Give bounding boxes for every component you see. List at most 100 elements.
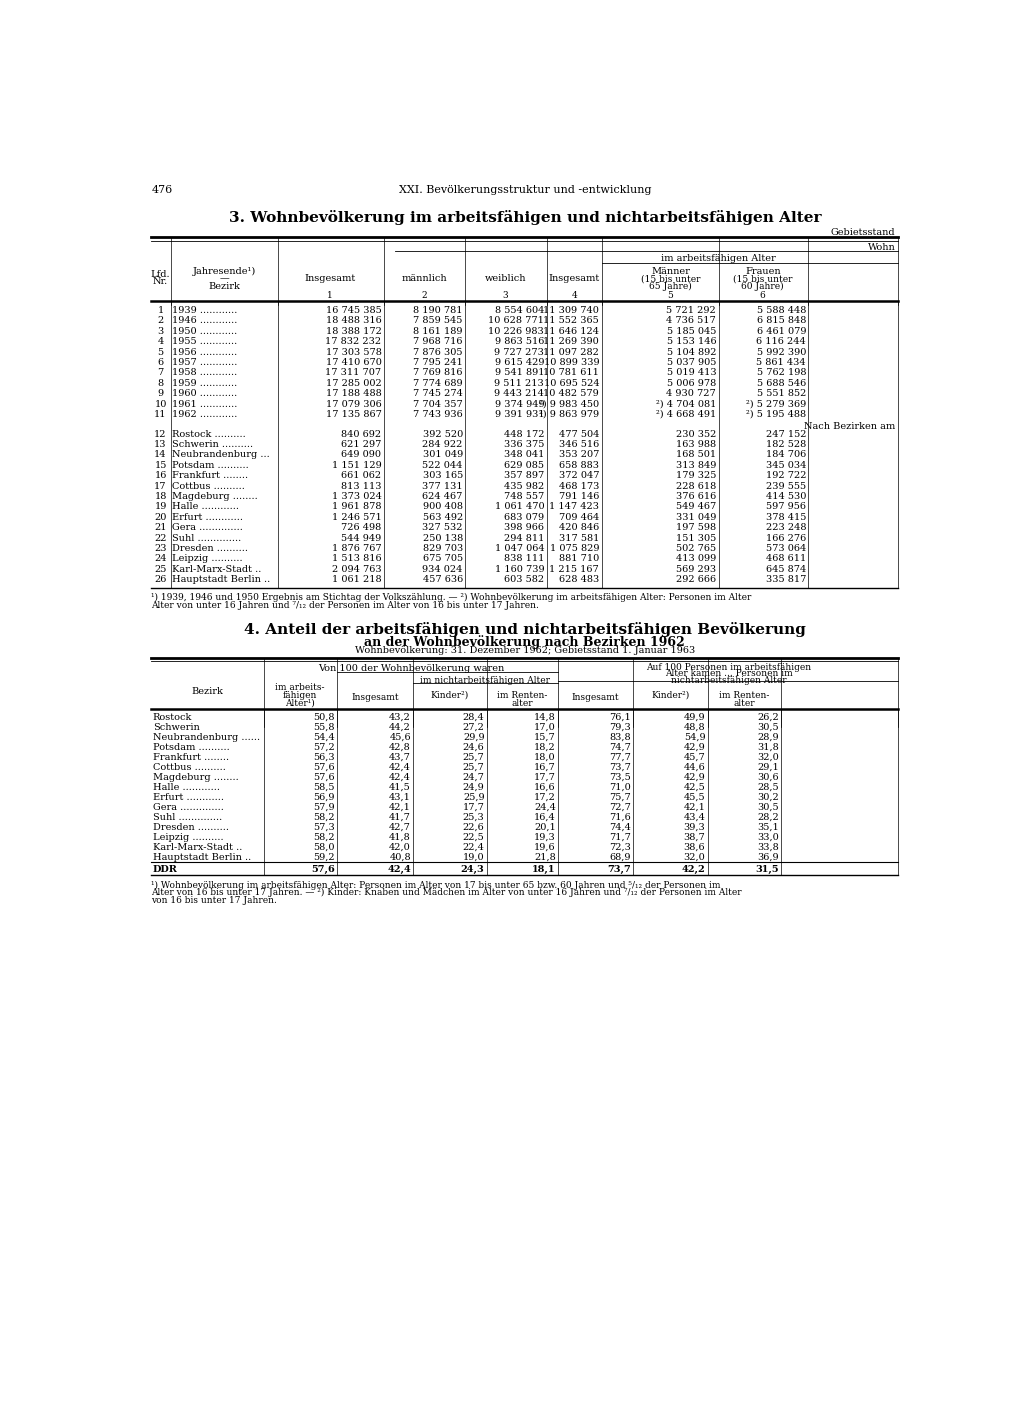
- Text: 1946 ............: 1946 ............: [172, 317, 238, 325]
- Text: 56,3: 56,3: [313, 752, 335, 762]
- Text: 45,5: 45,5: [684, 793, 706, 802]
- Text: 57,6: 57,6: [313, 772, 335, 782]
- Text: 24,6: 24,6: [463, 742, 484, 752]
- Text: 228 618: 228 618: [676, 482, 716, 491]
- Text: 76,1: 76,1: [609, 713, 631, 721]
- Text: 726 498: 726 498: [341, 523, 381, 532]
- Text: 9 511 213: 9 511 213: [495, 379, 544, 387]
- Text: 16,7: 16,7: [535, 762, 556, 772]
- Text: weiblich: weiblich: [484, 274, 526, 283]
- Text: Kinder²): Kinder²): [430, 691, 469, 700]
- Text: ²) 5 195 488: ²) 5 195 488: [746, 410, 806, 419]
- Text: 42,0: 42,0: [389, 843, 411, 851]
- Text: 1 061 218: 1 061 218: [332, 575, 381, 584]
- Text: —: —: [219, 274, 229, 283]
- Text: 11 552 365: 11 552 365: [544, 317, 599, 325]
- Text: 14: 14: [155, 450, 167, 460]
- Text: 17,7: 17,7: [534, 772, 556, 782]
- Text: Schwerin: Schwerin: [153, 723, 200, 731]
- Text: 8 554 604: 8 554 604: [495, 305, 544, 315]
- Text: 317 581: 317 581: [559, 533, 599, 543]
- Text: 457 636: 457 636: [423, 575, 463, 584]
- Text: 43,2: 43,2: [389, 713, 411, 721]
- Text: 5 185 045: 5 185 045: [667, 327, 716, 335]
- Text: Nr.: Nr.: [153, 277, 168, 287]
- Text: 28,9: 28,9: [758, 732, 779, 741]
- Text: 376 616: 376 616: [676, 492, 716, 501]
- Text: 14,8: 14,8: [535, 713, 556, 721]
- Text: Alter kamen ... Personen im: Alter kamen ... Personen im: [665, 669, 793, 679]
- Text: 58,0: 58,0: [313, 843, 335, 851]
- Text: 420 846: 420 846: [559, 523, 599, 532]
- Text: 1 061 470: 1 061 470: [495, 502, 544, 512]
- Text: Wohnbevölkerung: 31. Dezember 1962; Gebietsstand 1. Januar 1963: Wohnbevölkerung: 31. Dezember 1962; Gebi…: [354, 646, 695, 655]
- Text: 41,5: 41,5: [389, 782, 411, 792]
- Text: 1956 ............: 1956 ............: [172, 348, 238, 356]
- Text: 48,8: 48,8: [684, 723, 706, 731]
- Text: Leipzig ..........: Leipzig ..........: [172, 554, 243, 563]
- Text: 29,1: 29,1: [758, 762, 779, 772]
- Text: 16 745 385: 16 745 385: [326, 305, 381, 315]
- Text: im arbeits-: im arbeits-: [275, 683, 325, 693]
- Text: 4: 4: [571, 291, 578, 300]
- Text: Dresden ..........: Dresden ..........: [153, 823, 228, 831]
- Text: 12: 12: [155, 430, 167, 438]
- Text: 17 079 306: 17 079 306: [326, 400, 381, 409]
- Text: 31,5: 31,5: [756, 865, 779, 874]
- Text: 57,2: 57,2: [313, 742, 335, 752]
- Text: 33,8: 33,8: [758, 843, 779, 851]
- Text: 1939 ............: 1939 ............: [172, 305, 238, 315]
- Text: 33,0: 33,0: [758, 833, 779, 841]
- Text: 7 774 689: 7 774 689: [413, 379, 463, 387]
- Text: 24: 24: [155, 554, 167, 563]
- Text: 563 492: 563 492: [423, 513, 463, 522]
- Text: 1962 ............: 1962 ............: [172, 410, 238, 419]
- Text: 1960 ............: 1960 ............: [172, 389, 238, 399]
- Text: 6: 6: [760, 291, 766, 300]
- Text: 5 153 146: 5 153 146: [667, 337, 716, 346]
- Text: 829 703: 829 703: [423, 544, 463, 553]
- Text: 7 876 305: 7 876 305: [414, 348, 463, 356]
- Text: Alter¹): Alter¹): [285, 699, 315, 707]
- Text: 1950 ............: 1950 ............: [172, 327, 238, 335]
- Text: 151 305: 151 305: [676, 533, 716, 543]
- Text: 71,7: 71,7: [609, 833, 631, 841]
- Text: 18: 18: [155, 492, 167, 501]
- Text: 28,5: 28,5: [758, 782, 779, 792]
- Text: Leipzig ..........: Leipzig ..........: [153, 833, 223, 841]
- Text: im Renten-: im Renten-: [498, 691, 548, 700]
- Text: 840 692: 840 692: [341, 430, 381, 438]
- Text: nichtarbeitsfähigen Alter: nichtarbeitsfähigen Alter: [671, 676, 786, 684]
- Text: Magdeburg ........: Magdeburg ........: [153, 772, 239, 782]
- Text: 17,7: 17,7: [463, 803, 484, 812]
- Text: 16,4: 16,4: [535, 813, 556, 822]
- Text: 335 817: 335 817: [766, 575, 806, 584]
- Text: 327 532: 327 532: [422, 523, 463, 532]
- Text: 247 152: 247 152: [766, 430, 806, 438]
- Text: 661 062: 661 062: [341, 471, 381, 481]
- Text: 74,7: 74,7: [609, 742, 631, 752]
- Text: 813 113: 813 113: [341, 482, 381, 491]
- Text: 31,8: 31,8: [758, 742, 779, 752]
- Text: 573 064: 573 064: [766, 544, 806, 553]
- Text: 83,8: 83,8: [609, 732, 631, 741]
- Text: 44,2: 44,2: [389, 723, 411, 731]
- Text: 30,2: 30,2: [758, 793, 779, 802]
- Text: Neubrandenburg ...: Neubrandenburg ...: [172, 450, 270, 460]
- Text: 43,7: 43,7: [389, 752, 411, 762]
- Text: 223 248: 223 248: [766, 523, 806, 532]
- Text: 230 352: 230 352: [676, 430, 716, 438]
- Text: 13: 13: [155, 440, 167, 450]
- Text: Alter von 16 bis unter 17 Jahren. — ²) Kinder: Knaben und Mädchen im Alter von u: Alter von 16 bis unter 17 Jahren. — ²) K…: [152, 888, 741, 898]
- Text: 1958 ............: 1958 ............: [172, 368, 238, 378]
- Text: 1 215 167: 1 215 167: [550, 564, 599, 574]
- Text: 41,7: 41,7: [389, 813, 411, 822]
- Text: 22: 22: [155, 533, 167, 543]
- Text: 42,8: 42,8: [389, 742, 411, 752]
- Text: 16: 16: [155, 471, 167, 481]
- Text: 184 706: 184 706: [766, 450, 806, 460]
- Text: 353 207: 353 207: [559, 450, 599, 460]
- Text: Karl-Marx-Stadt ..: Karl-Marx-Stadt ..: [153, 843, 242, 851]
- Text: 25,3: 25,3: [463, 813, 484, 822]
- Text: Wohn: Wohn: [867, 243, 895, 252]
